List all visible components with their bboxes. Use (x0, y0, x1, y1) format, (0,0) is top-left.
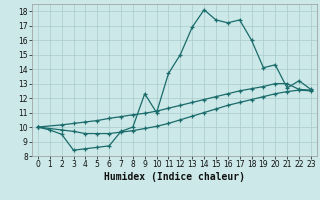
X-axis label: Humidex (Indice chaleur): Humidex (Indice chaleur) (104, 172, 245, 182)
